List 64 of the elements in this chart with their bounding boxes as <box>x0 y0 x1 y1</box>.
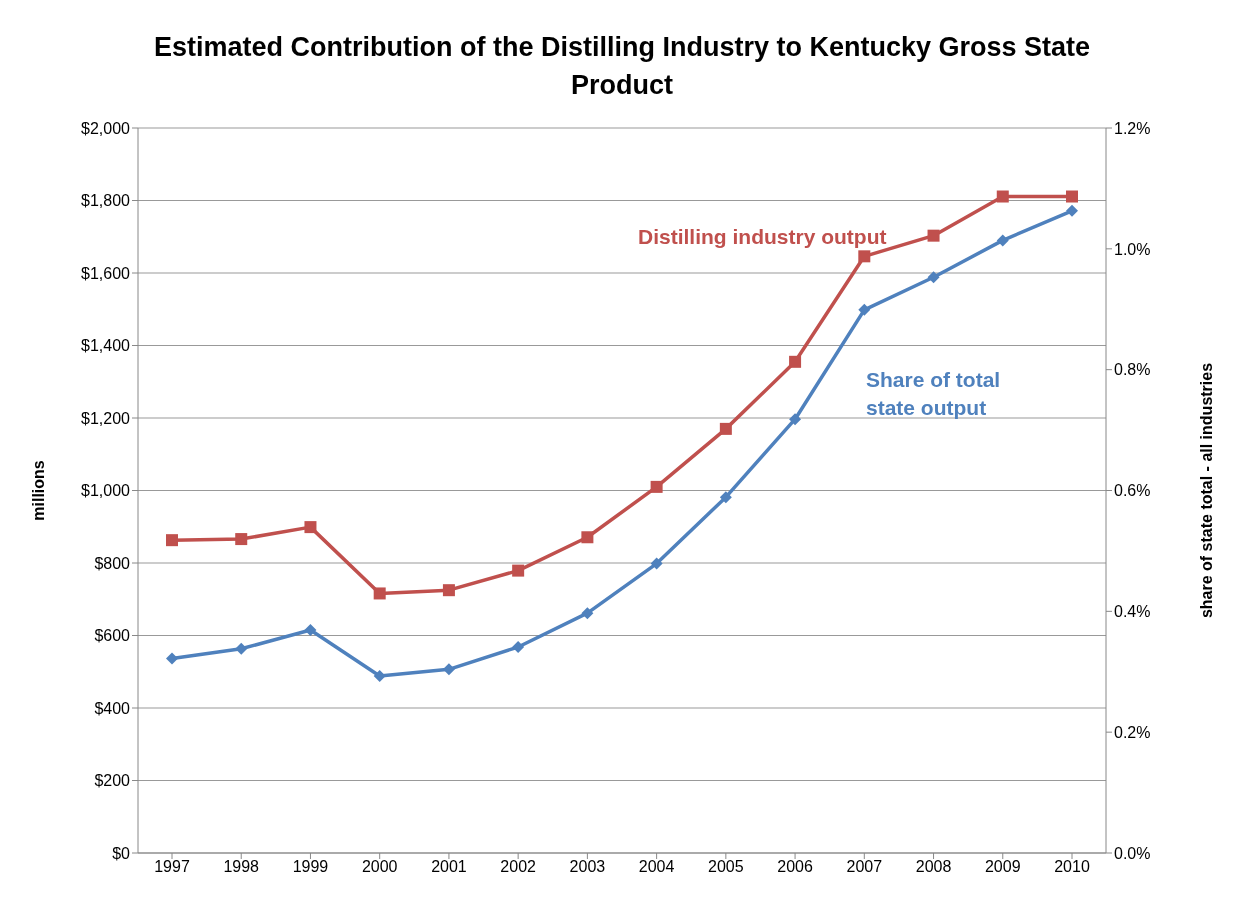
point <box>512 640 525 653</box>
point <box>1066 204 1078 217</box>
y2-tick-label: 0.6% <box>1114 482 1151 500</box>
y2-axis-title: share of state total - all industries <box>1197 362 1215 619</box>
point <box>581 531 594 544</box>
x-tick-label: 2001 <box>431 858 467 876</box>
point <box>581 607 594 620</box>
y-axis-title: millions <box>29 460 47 521</box>
point <box>996 234 1009 247</box>
series-label: Distilling industry output <box>638 224 888 250</box>
point <box>442 584 455 597</box>
point <box>719 422 732 435</box>
y-tick-label: $800 <box>94 554 131 572</box>
y-tick-label: $600 <box>94 627 131 645</box>
x-tick-label: 2007 <box>846 858 883 876</box>
point <box>235 642 248 655</box>
point <box>373 587 386 600</box>
point <box>235 533 248 546</box>
point <box>373 669 386 682</box>
point <box>927 229 940 242</box>
point <box>719 491 732 504</box>
y-tick-label: $1,000 <box>81 482 131 500</box>
y2-tick-label: 0.4% <box>1114 603 1151 621</box>
y-tick-label: $1,200 <box>81 409 131 427</box>
x-tick-label: 2000 <box>361 858 398 876</box>
y-tick-label: $1,400 <box>81 337 131 355</box>
x-tick-label: 1998 <box>223 858 260 876</box>
point <box>512 564 525 577</box>
x-tick-label: 2010 <box>1054 858 1090 876</box>
point <box>858 250 871 263</box>
y2-tick-label: 1.0% <box>1114 240 1151 258</box>
point <box>789 413 802 426</box>
series-label: Share of total state output <box>866 367 1002 421</box>
point <box>166 652 178 665</box>
x-tick-label: 2009 <box>984 858 1021 876</box>
y-tick-label: $2,000 <box>81 119 131 137</box>
point <box>927 271 940 284</box>
point <box>166 534 178 547</box>
point <box>1066 190 1078 203</box>
x-tick-label: 1997 <box>154 858 190 876</box>
chart-title: Estimated Contribution of the Distilling Industry to Kentucky Gross State Product <box>152 31 1092 102</box>
x-tick-label: 2004 <box>638 858 675 876</box>
y-tick-label: $200 <box>94 772 131 790</box>
y2-tick-label: 0.2% <box>1114 723 1151 741</box>
y2-tick-label: 0.8% <box>1114 361 1151 379</box>
y2-tick-label: 1.2% <box>1114 119 1151 137</box>
x-tick-label: 1999 <box>292 858 329 876</box>
point <box>858 303 871 316</box>
y-tick-label: $400 <box>94 699 131 717</box>
point <box>304 521 317 534</box>
x-tick-label: 2005 <box>708 858 744 876</box>
point <box>789 355 802 368</box>
x-tick-label: 2008 <box>915 858 952 876</box>
x-tick-label: 2006 <box>777 858 813 876</box>
x-tick-label: 2002 <box>500 858 537 876</box>
point <box>996 190 1009 203</box>
y-tick-label: $0 <box>112 844 131 862</box>
x-tick-label: 2003 <box>569 858 606 876</box>
y-tick-label: $1,800 <box>81 192 131 210</box>
point <box>650 480 663 493</box>
y-tick-label: $1,600 <box>81 264 131 282</box>
y2-tick-label: 0.0% <box>1114 844 1151 862</box>
point <box>304 624 317 637</box>
point <box>650 557 663 570</box>
